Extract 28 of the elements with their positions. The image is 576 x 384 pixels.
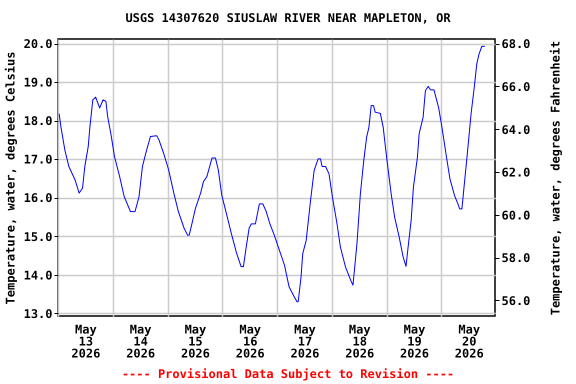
x-tick-label: May 20 2026 bbox=[454, 322, 484, 360]
y2-tick-label: 56.0 bbox=[502, 294, 530, 308]
x-tick-label: May 15 2026 bbox=[180, 322, 210, 360]
x-tick-label: May 14 2026 bbox=[126, 322, 156, 360]
x-tick-label: May 19 2026 bbox=[400, 322, 429, 360]
text: ---- Provisional Data Subject to Revision ---- bbox=[120, 367, 456, 381]
chart-title: USGS 14307620 SIUSLAW RIVER NEAR MAPLETON, OR bbox=[124, 11, 452, 25]
y-tick-label: 14.0 bbox=[24, 268, 52, 282]
y-tick-label: 19.0 bbox=[24, 76, 52, 90]
x-tick-label: May 13 2026 bbox=[71, 322, 100, 360]
y2-tick-label: 68.0 bbox=[502, 37, 530, 52]
y2-tick-label: 58.0 bbox=[502, 251, 530, 266]
x-tick-label: May 16 2026 bbox=[236, 322, 265, 360]
y-tick-label: 15.0 bbox=[24, 230, 52, 244]
x-tick-label: May 18 2026 bbox=[345, 322, 374, 360]
y-tick-label: 20.0 bbox=[24, 37, 52, 52]
line-series bbox=[58, 46, 486, 302]
y-axis-title: Temperature, water, degrees Celsius bbox=[4, 52, 18, 304]
y2-tick-label: 62.0 bbox=[502, 166, 530, 180]
y-tick-label: 13.0 bbox=[24, 306, 52, 321]
y2-tick-label: 64.0 bbox=[502, 122, 530, 137]
y-tick-label: 16.0 bbox=[24, 191, 52, 206]
y-tick-label: 17.0 bbox=[24, 152, 52, 167]
y2-tick-label: 60.0 bbox=[502, 208, 530, 222]
x-tick-label: May 17 2026 bbox=[290, 322, 320, 360]
y2-axis-title: Temperature, water, degrees Fahrenheit bbox=[548, 40, 562, 316]
y-tick-label: 18.0 bbox=[24, 114, 52, 128]
y2-tick-label: 66.0 bbox=[502, 80, 530, 94]
